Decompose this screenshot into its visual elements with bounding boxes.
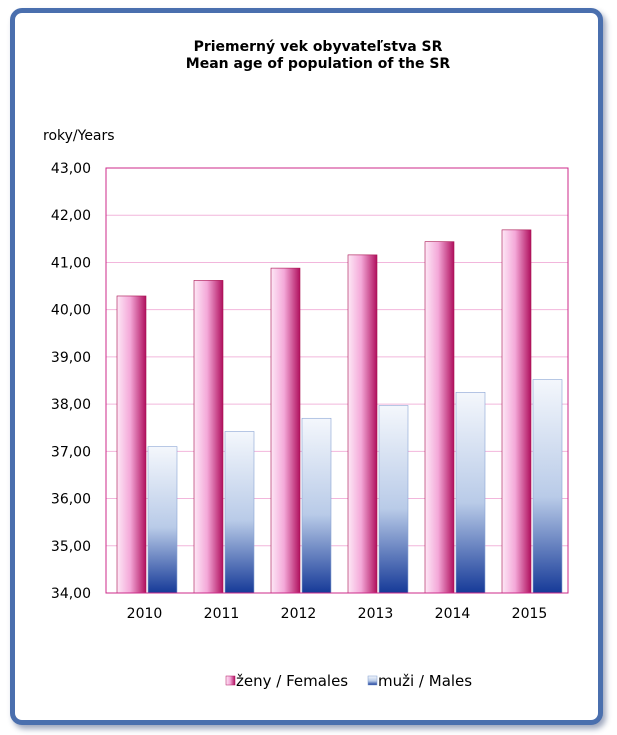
bar-males xyxy=(224,431,255,594)
y-tick-label: 39,00 xyxy=(51,350,91,366)
bar-females xyxy=(193,280,224,594)
plot-area-border xyxy=(105,167,569,594)
x-tick-label: 2013 xyxy=(358,606,394,622)
chart-title: Priemerný vek obyvateľstva SR xyxy=(194,39,443,55)
bar-males xyxy=(301,417,332,594)
bar-females xyxy=(347,254,378,594)
legend-label-females: ženy / Females xyxy=(236,672,348,690)
x-tick-label: 2011 xyxy=(204,606,240,622)
y-tick-label: 34,00 xyxy=(51,586,91,602)
x-tick-label: 2015 xyxy=(512,606,548,622)
bar-males xyxy=(147,446,178,594)
bar-females xyxy=(501,229,532,594)
y-tick-label: 40,00 xyxy=(51,303,91,319)
y-tick-label: 43,00 xyxy=(51,161,91,177)
bar-females xyxy=(424,241,455,594)
x-tick-label: 2010 xyxy=(127,606,163,622)
y-tick-label: 38,00 xyxy=(51,397,91,413)
chart-subtitle: Mean age of population of the SR xyxy=(186,56,451,72)
legend-label-males: muži / Males xyxy=(378,672,472,690)
bar-males xyxy=(378,405,409,594)
legend-swatch-females xyxy=(225,675,236,686)
bar-females xyxy=(116,295,147,594)
legend-swatch-males xyxy=(367,675,378,686)
legend: ženy / Females muži / Males xyxy=(225,672,472,690)
y-tick-label: 36,00 xyxy=(51,492,91,508)
y-axis-label: roky/Years xyxy=(43,128,115,144)
y-tick-label: 37,00 xyxy=(51,444,91,460)
y-tick-label: 41,00 xyxy=(51,255,91,271)
x-axis-ticks: 2010 2011 2012 2013 2014 2015 xyxy=(127,606,548,622)
y-tick-label: 42,00 xyxy=(51,208,91,224)
bar-females xyxy=(270,267,301,594)
gridlines xyxy=(106,214,568,547)
x-tick-label: 2012 xyxy=(281,606,317,622)
x-tick-label: 2014 xyxy=(435,606,471,622)
y-tick-label: 35,00 xyxy=(51,539,91,555)
y-axis-ticks: 34,00 35,00 36,00 37,00 38,00 39,00 40,00 41,00… xyxy=(51,161,91,602)
bars xyxy=(116,229,563,594)
bar-males xyxy=(532,379,563,594)
bar-males xyxy=(455,392,486,594)
